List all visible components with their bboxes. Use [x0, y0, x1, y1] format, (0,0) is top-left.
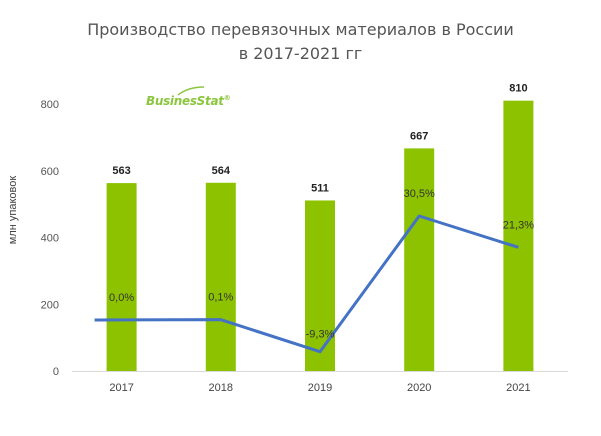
bar-value-label: 667: [410, 130, 428, 142]
x-tick-label: 2017: [109, 382, 133, 394]
growth-line: [94, 214, 519, 354]
bar: [404, 148, 435, 371]
x-tick-label: 2021: [506, 382, 530, 394]
bar-value-label: 563: [112, 165, 130, 177]
x-tick-label: 2019: [308, 382, 332, 394]
y-tick-label: 0: [53, 366, 59, 378]
logo-swoosh-icon: [177, 86, 205, 96]
x-tick-label: 2018: [209, 382, 233, 394]
bar: [305, 200, 335, 371]
businesstat-logo: BusinesStat®: [146, 86, 231, 108]
chart-title-line-2: в 2017-2021 гг: [238, 44, 363, 63]
y-tick-label: 200: [41, 299, 59, 311]
chart-title-line-1: Производство перевязочных материалов в Р…: [87, 20, 514, 39]
bar: [106, 183, 137, 371]
bar-value-label: 810: [509, 83, 527, 95]
y-tick-label: 800: [41, 99, 59, 111]
y-tick-label: 600: [41, 166, 59, 178]
x-tick-label: 2020: [407, 382, 431, 394]
growth-value-label: 30,5%: [404, 188, 435, 200]
bar: [503, 100, 534, 371]
logo-mark: ®: [223, 94, 231, 102]
growth-value-label: -9,3%: [306, 329, 335, 341]
logo-text: BusinesStat: [146, 94, 224, 108]
bar-value-label: 511: [311, 182, 329, 194]
growth-value-label: 0,0%: [109, 292, 134, 304]
bar-value-label: 564: [212, 165, 231, 177]
y-tick-label: 400: [41, 233, 59, 245]
growth-value-label: 0,1%: [208, 292, 233, 304]
chart-title: Производство перевязочных материалов в Р…: [0, 18, 601, 66]
bar: [205, 182, 236, 371]
growth-value-label: 21,3%: [503, 219, 534, 231]
